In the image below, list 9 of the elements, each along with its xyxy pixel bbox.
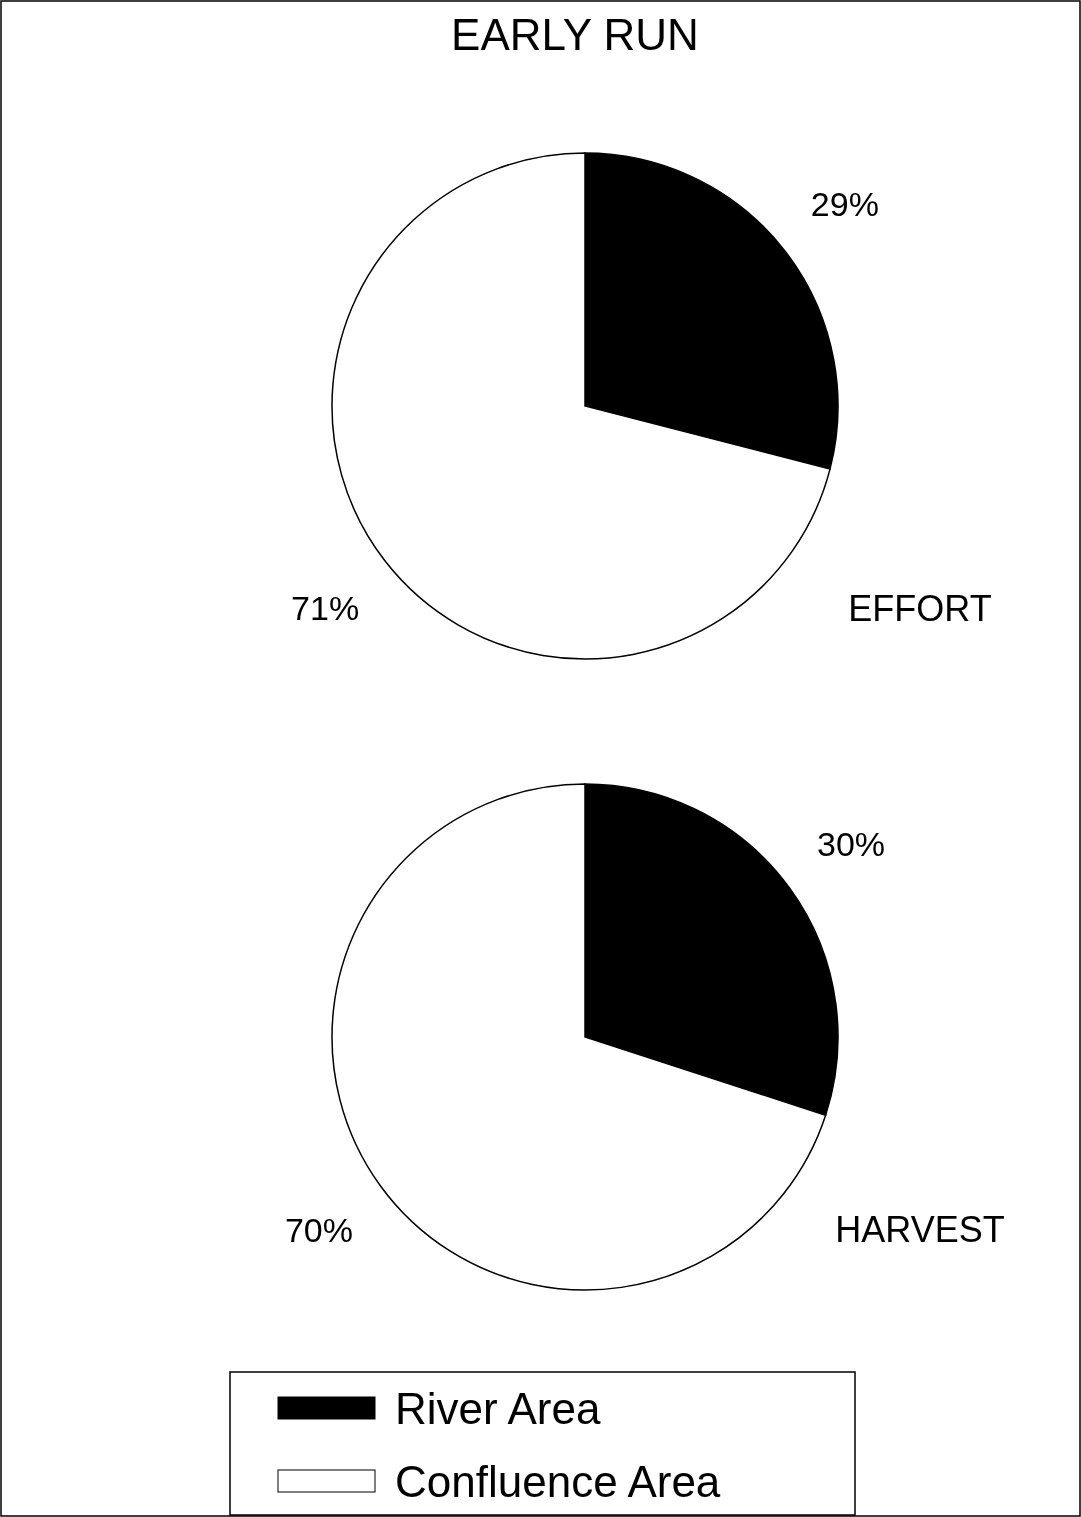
data-label: 30%	[817, 824, 886, 863]
legend-label: Confluence Area	[395, 1457, 721, 1506]
legend-label: River Area	[395, 1384, 601, 1433]
data-label: 70%	[284, 1211, 353, 1250]
data-label: 71%	[291, 588, 360, 627]
data-label: 29%	[810, 185, 879, 224]
text: EFFORT	[848, 588, 992, 629]
text: HARVEST	[835, 1209, 1005, 1250]
chart-title: EARLY RUN	[451, 10, 699, 59]
